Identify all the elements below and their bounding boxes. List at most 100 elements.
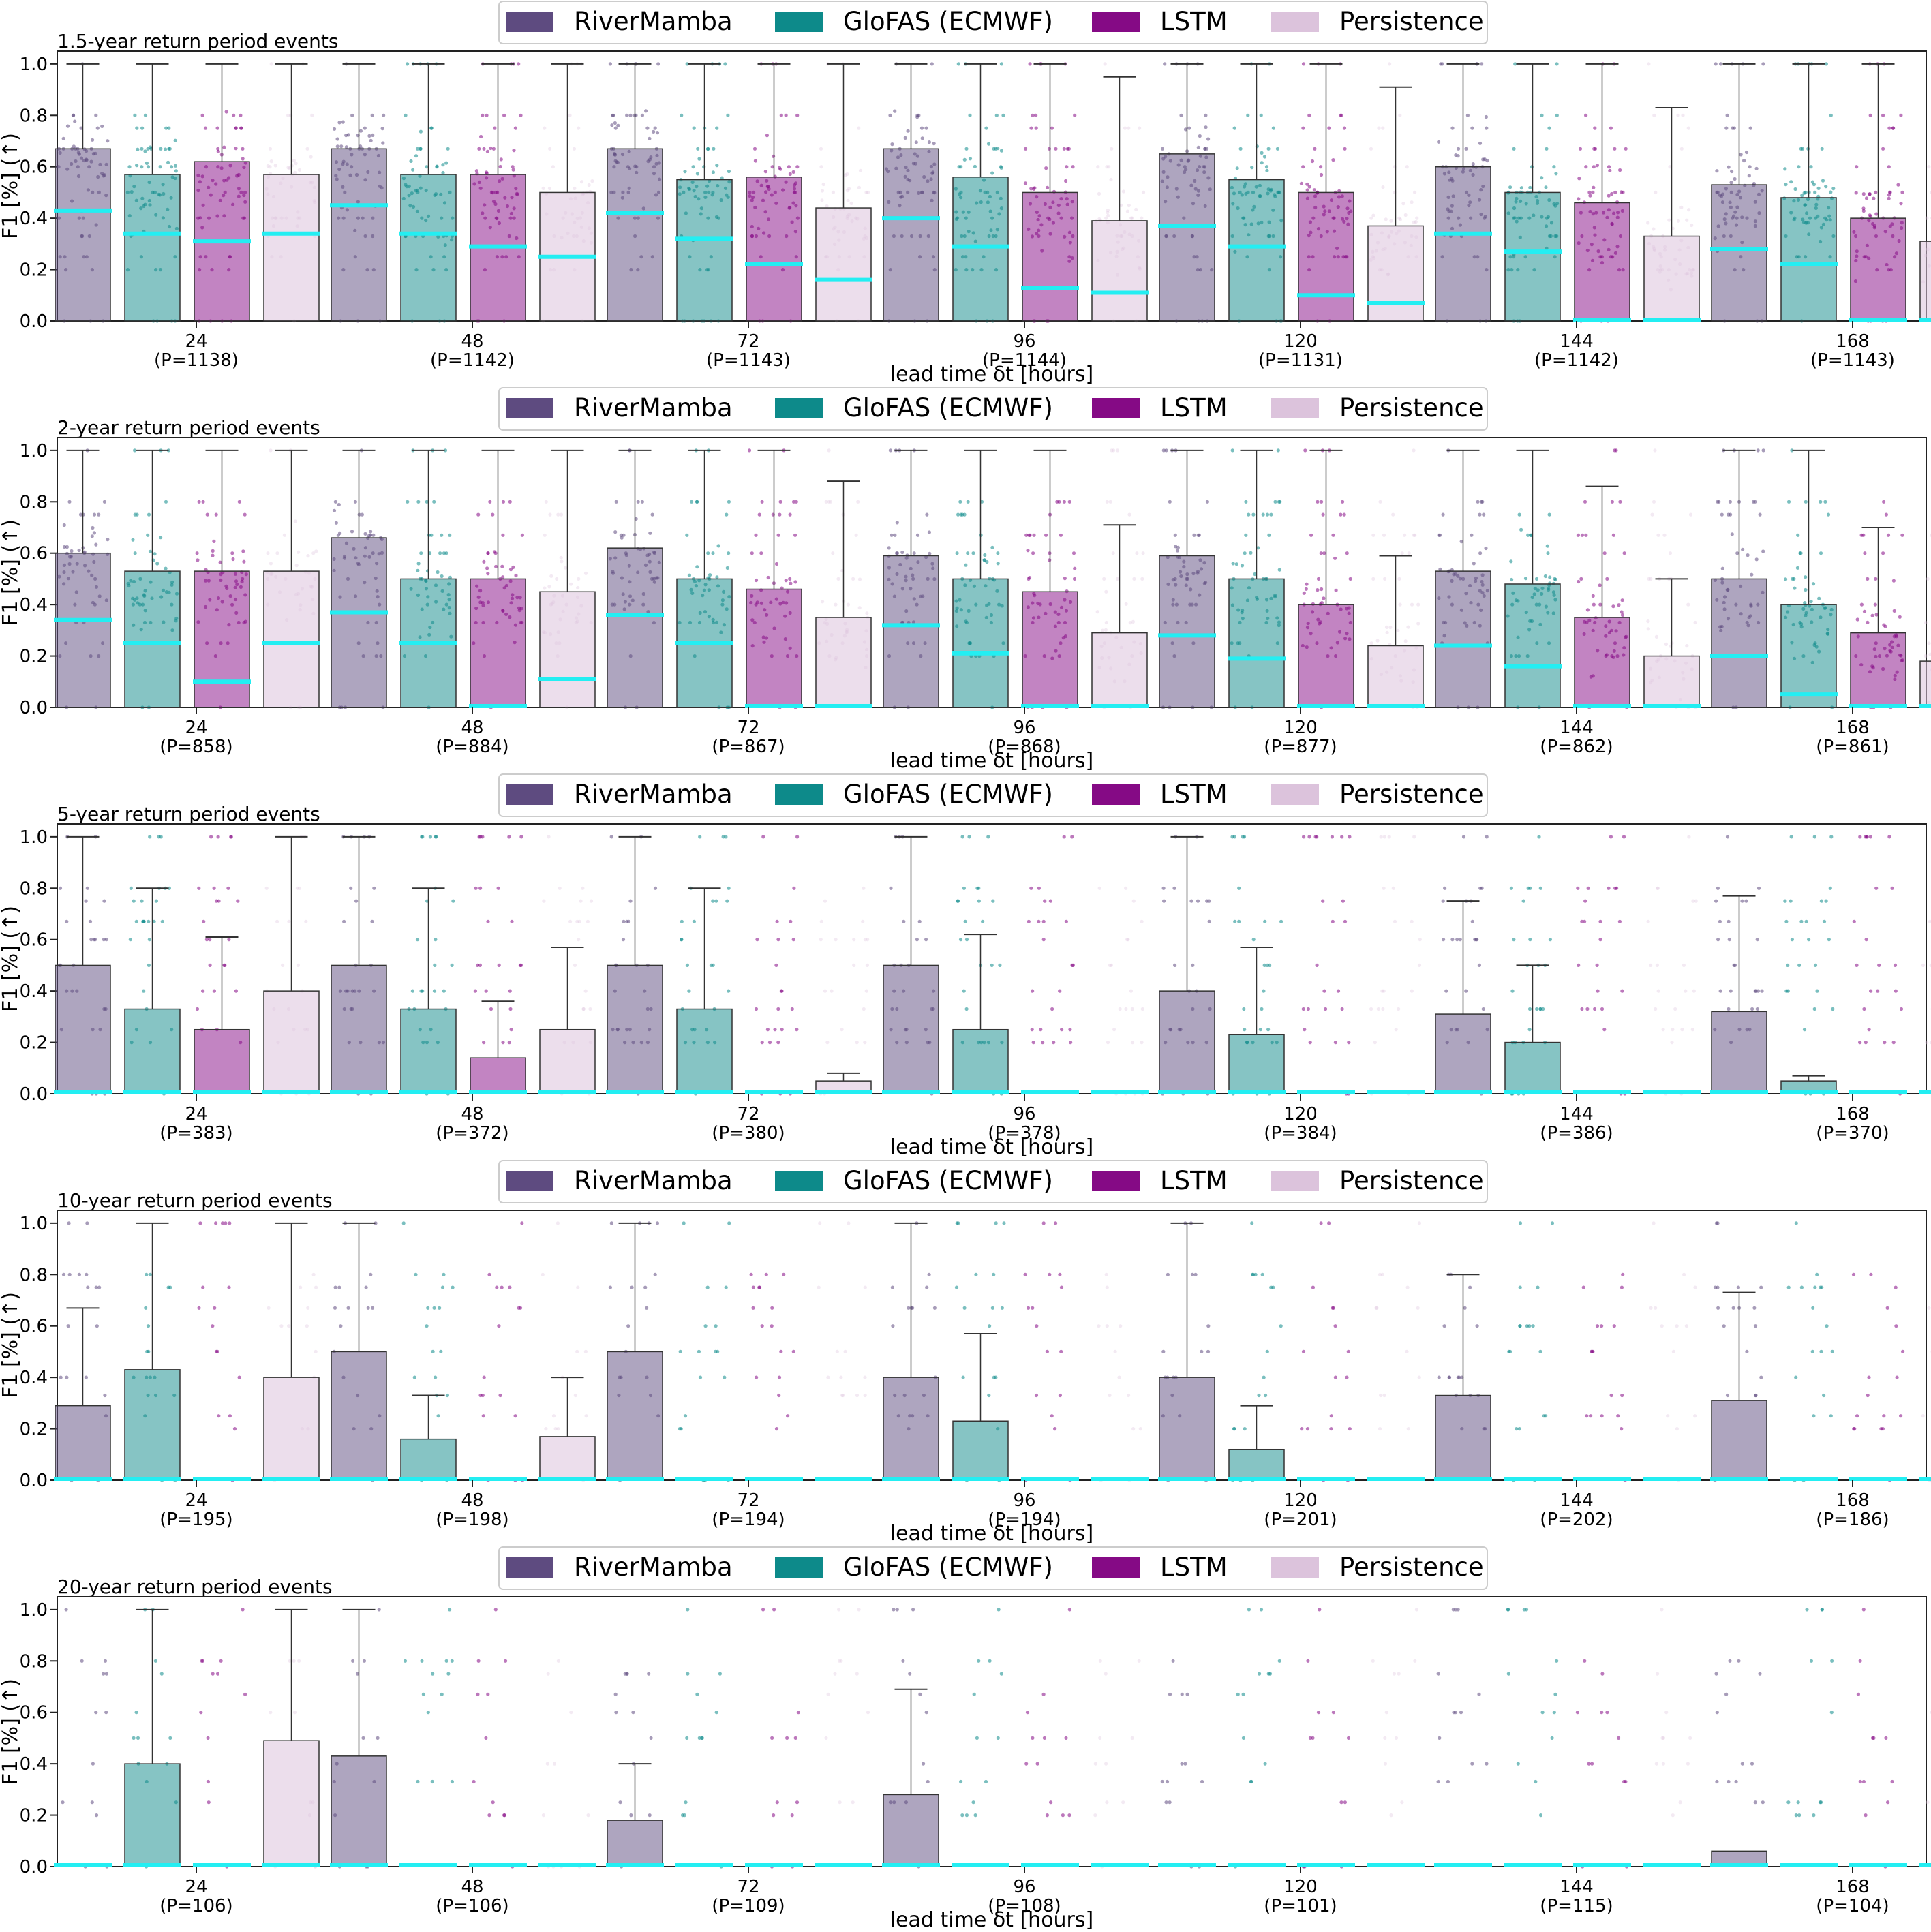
scatter-point xyxy=(1754,166,1759,170)
scatter-point xyxy=(94,1711,98,1715)
scatter-point xyxy=(964,563,968,567)
scatter-point xyxy=(1262,963,1266,967)
scatter-point xyxy=(1921,1414,1925,1418)
scatter-point xyxy=(680,919,684,923)
scatter-point xyxy=(1127,126,1131,130)
scatter-point xyxy=(473,989,478,993)
scatter-point xyxy=(547,835,551,839)
scatter-point xyxy=(622,919,626,923)
scatter-point xyxy=(575,1349,579,1353)
sample-count: (P=1138) xyxy=(154,350,239,371)
scatter-point xyxy=(1588,194,1592,198)
scatter-point xyxy=(351,1659,355,1663)
scatter-point xyxy=(442,1272,446,1276)
scatter-point xyxy=(1754,1393,1758,1398)
scatter-point xyxy=(890,1285,894,1289)
scatter-point xyxy=(912,551,916,555)
scatter-point xyxy=(962,989,966,993)
scatter-point xyxy=(1647,577,1651,581)
x-axis-label: lead time δt [hours] xyxy=(890,1135,1093,1159)
scatter-point xyxy=(1379,835,1383,839)
scatter-point xyxy=(1753,1324,1758,1328)
scatter-point xyxy=(429,533,434,537)
scatter-point xyxy=(1461,835,1466,839)
scatter-point xyxy=(1106,211,1110,215)
scatter-point xyxy=(1023,1272,1027,1276)
scatter-point xyxy=(644,109,648,113)
scatter-point xyxy=(1250,166,1254,170)
scatter-point xyxy=(310,113,314,117)
scatter-point xyxy=(727,1221,731,1225)
scatter-point xyxy=(1172,886,1176,890)
scatter-point xyxy=(1071,963,1075,967)
scatter-point xyxy=(1716,886,1720,890)
scatter-point xyxy=(1198,134,1202,138)
scatter-point xyxy=(1527,1324,1532,1328)
scatter-point xyxy=(1233,919,1237,923)
scatter-point xyxy=(770,1306,774,1310)
scatter-point xyxy=(1547,126,1551,130)
scatter-point xyxy=(472,1779,476,1784)
scatter-point xyxy=(1377,126,1381,130)
scatter-point xyxy=(433,963,437,967)
scatter-point xyxy=(1690,223,1694,228)
scatter-point xyxy=(849,201,853,205)
scatter-point xyxy=(695,172,699,176)
x-tick-label: 120 xyxy=(1283,718,1318,738)
scatter-point xyxy=(1624,147,1628,151)
scatter-point xyxy=(613,1692,618,1696)
scatter-point xyxy=(1031,551,1035,555)
scatter-point xyxy=(583,989,588,993)
bar xyxy=(124,570,181,708)
scatter-point xyxy=(548,147,552,151)
scatter-point xyxy=(1033,186,1037,190)
scatter-point xyxy=(1243,551,1247,555)
scatter-point xyxy=(925,1285,929,1289)
scatter-point xyxy=(712,147,716,151)
scatter-point xyxy=(1690,1028,1694,1032)
scatter-point xyxy=(1685,218,1689,222)
scatter-point xyxy=(1654,1007,1658,1011)
scatter-point xyxy=(1589,1414,1593,1418)
scatter-point xyxy=(448,1608,452,1612)
scatter-point xyxy=(159,147,163,151)
scatter-point xyxy=(1822,919,1827,923)
scatter-point xyxy=(964,1007,969,1011)
scatter-point xyxy=(406,62,410,66)
scatter-point xyxy=(1163,62,1167,66)
scatter-point xyxy=(1331,919,1335,923)
scatter-point xyxy=(1899,1414,1903,1418)
scatter-point xyxy=(893,533,897,537)
scatter-point xyxy=(1673,1007,1677,1011)
scatter-point xyxy=(269,448,273,453)
scatter-point xyxy=(479,134,483,139)
scatter-point xyxy=(1827,938,1831,942)
scatter-point xyxy=(239,126,243,130)
scatter-point xyxy=(1925,1041,1929,1045)
scatter-point xyxy=(1189,899,1193,903)
scatter-point xyxy=(416,562,421,566)
scatter-point xyxy=(1652,1221,1656,1225)
scatter-point xyxy=(1029,187,1033,191)
scatter-point xyxy=(1727,1007,1731,1011)
scatter-point xyxy=(649,1736,653,1740)
scatter-point xyxy=(450,1659,454,1663)
y-tick-label: 0.0 xyxy=(20,1857,48,1877)
scatter-point xyxy=(491,512,495,517)
scatter-point xyxy=(1584,165,1588,169)
scatter-point xyxy=(1593,147,1598,151)
scatter-point xyxy=(1654,190,1658,194)
scatter-point xyxy=(1891,1041,1896,1045)
scatter-point xyxy=(1811,582,1816,586)
scatter-point xyxy=(547,585,551,589)
scatter-point xyxy=(1244,533,1248,537)
scatter-point xyxy=(1577,579,1581,584)
scatter-point xyxy=(794,500,798,504)
scatter-point xyxy=(643,1285,648,1289)
scatter-point xyxy=(917,919,922,923)
scatter-point xyxy=(589,899,594,903)
scatter-point xyxy=(1123,126,1127,130)
scatter-point xyxy=(680,938,684,942)
scatter-point xyxy=(1887,126,1891,130)
scatter-point xyxy=(1854,191,1858,195)
